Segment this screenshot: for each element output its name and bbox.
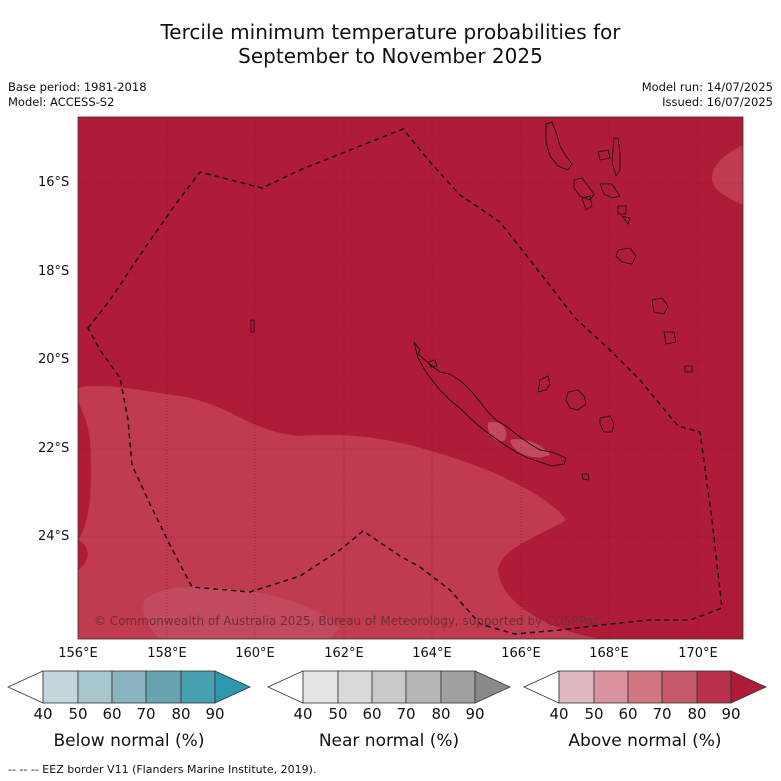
- isle-of-pines-island: [581, 473, 590, 481]
- below-normal-swatch-70-80: [145, 670, 182, 704]
- copyright-text: © Commonwealth of Australia 2025, Bureau…: [94, 614, 600, 628]
- below-tick-70: 70: [136, 705, 156, 723]
- eez-border-footnote: -- -- -- EEZ border V11 (Flanders Marine…: [8, 763, 317, 776]
- espiritu-santo-island: [545, 121, 573, 171]
- below-tick-50: 50: [68, 705, 88, 723]
- ouvea-island: [537, 375, 551, 393]
- lat-label-20s: 20°S: [38, 352, 70, 367]
- map-gridlines: [78, 117, 743, 639]
- above-normal-80-90-patch-sw: [78, 540, 88, 570]
- above-normal-70-80-region-ne: [712, 145, 743, 205]
- near-normal-swatch-40-50: [302, 670, 339, 704]
- near-normal-swatch-80-90: [440, 670, 476, 704]
- below-tick-40: 40: [33, 705, 53, 723]
- above-normal-70-80-patch-center2: [510, 439, 550, 458]
- above-normal-min-arrow: [523, 670, 560, 704]
- above-normal-swatch-50-60: [593, 670, 629, 704]
- below-tick-60: 60: [102, 705, 122, 723]
- above-normal-label: Above normal (%): [568, 731, 722, 751]
- above-tick-80: 80: [687, 705, 707, 723]
- below-normal-swatch-50-60: [77, 670, 113, 704]
- lon-label-162e: 162°E: [324, 646, 364, 661]
- near-tick-80: 80: [431, 705, 451, 723]
- lon-label-158e: 158°E: [147, 646, 187, 661]
- malekula-island: [573, 177, 595, 201]
- model-run-text: Model run: 14/07/2025: [641, 80, 773, 94]
- near-normal-swatch-50-60: [337, 670, 373, 704]
- near-normal-max-arrow: [474, 670, 511, 704]
- island-outline: [427, 359, 438, 368]
- near-tick-60: 60: [362, 705, 382, 723]
- lon-label-156e: 156°E: [58, 646, 98, 661]
- near-normal-swatch-60-70: [371, 670, 407, 704]
- island-outline: [621, 215, 631, 225]
- above-normal-swatch-60-70: [627, 670, 663, 704]
- above-tick-90: 90: [721, 705, 741, 723]
- above-tick-70: 70: [652, 705, 672, 723]
- issued-text: Issued: 16/07/2025: [662, 95, 773, 109]
- above-normal-max-arrow: [730, 670, 767, 704]
- below-tick-80: 80: [171, 705, 191, 723]
- lat-label-16s: 16°S: [38, 175, 70, 190]
- island-outline: [581, 195, 593, 211]
- below-normal-colorbar: [7, 670, 251, 704]
- below-normal-min-arrow: [7, 670, 44, 704]
- lifou-island: [565, 389, 587, 411]
- below-tick-90: 90: [205, 705, 225, 723]
- near-normal-min-arrow: [267, 670, 304, 704]
- eez-border-line: [87, 128, 723, 635]
- epi-island: [617, 205, 627, 215]
- below-normal-swatch-80-90: [180, 670, 216, 704]
- lat-label-24s: 24°S: [38, 529, 70, 544]
- tanna-island: [663, 331, 677, 345]
- near-tick-90: 90: [465, 705, 485, 723]
- lon-label-164e: 164°E: [412, 646, 452, 661]
- lon-label-160e: 160°E: [235, 646, 275, 661]
- above-normal-70-80-region-south: [78, 385, 600, 639]
- lon-label-168e: 168°E: [589, 646, 629, 661]
- above-normal-swatch-40-50: [558, 670, 595, 704]
- above-normal-swatch-80-90: [696, 670, 732, 704]
- above-tick-50: 50: [584, 705, 604, 723]
- lat-label-18s: 18°S: [38, 264, 70, 279]
- near-normal-label: Near normal (%): [318, 731, 460, 751]
- map-area: [78, 117, 743, 639]
- map-frame: [77, 116, 744, 640]
- erromango-island: [651, 297, 669, 315]
- island-outline: [597, 149, 611, 161]
- chesterfield-islands: [250, 319, 255, 333]
- base-period-text: Base period: 1981-2018: [8, 80, 147, 94]
- above-normal-colorbar: [523, 670, 767, 704]
- above-normal-70-80-patch-south: [143, 586, 340, 639]
- near-tick-50: 50: [328, 705, 348, 723]
- near-normal-swatch-70-80: [405, 670, 442, 704]
- map-title-line2: September to November 2025: [238, 44, 543, 68]
- map-title-line1: Tercile minimum temperature probabilitie…: [160, 20, 621, 44]
- below-normal-max-arrow: [214, 670, 251, 704]
- new-caledonia-island: [413, 341, 567, 467]
- near-tick-70: 70: [396, 705, 416, 723]
- below-normal-swatch-40-50: [42, 670, 79, 704]
- above-normal-swatch-70-80: [661, 670, 698, 704]
- above-tick-60: 60: [618, 705, 638, 723]
- efate-island: [615, 247, 637, 265]
- maewo-island: [611, 137, 621, 177]
- below-normal-swatch-60-70: [111, 670, 147, 704]
- lon-label-166e: 166°E: [501, 646, 541, 661]
- below-normal-label: Below normal (%): [53, 731, 205, 751]
- aneityum-island: [684, 365, 693, 373]
- model-text: Model: ACCESS-S2: [8, 95, 115, 109]
- mare-island: [599, 415, 615, 433]
- near-normal-colorbar: [267, 670, 511, 704]
- lon-label-170e: 170°E: [678, 646, 718, 661]
- near-tick-40: 40: [293, 705, 313, 723]
- lat-label-22s: 22°S: [38, 441, 70, 456]
- above-tick-40: 40: [549, 705, 569, 723]
- ambrym-island: [599, 183, 621, 199]
